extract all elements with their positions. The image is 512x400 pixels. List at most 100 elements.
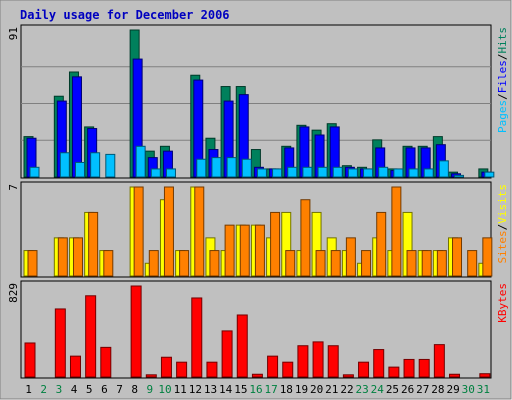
bar-pages-day-20 (317, 166, 328, 178)
bar-kbytes-day-25 (388, 366, 400, 378)
bar-pages-day-22 (347, 168, 358, 178)
bar-pages-day-12 (196, 158, 207, 178)
x-tick-day-14: 14 (219, 383, 233, 396)
bar-sites-day-28 (436, 250, 447, 277)
x-tick-day-8: 8 (131, 383, 138, 396)
x-tick-day-31: 31 (477, 383, 490, 396)
y-max-label: 829 (7, 283, 20, 303)
bar-pages-day-25 (393, 168, 404, 178)
bar-sites-day-10 (163, 186, 174, 277)
bar-kbytes-day-20 (312, 341, 324, 378)
bar-sites-day-24 (376, 211, 387, 277)
bar-kbytes-day-18 (282, 361, 294, 378)
bar-sites-day-14 (224, 224, 235, 277)
bar-pages-day-18 (287, 166, 298, 178)
legend-entry: KBytes (496, 283, 509, 323)
x-tick-day-27: 27 (416, 383, 429, 396)
bar-pages-day-4 (74, 161, 85, 178)
x-axis-day-labels: 1 2 3 4 5 6 7 8 9 10 11 12 13 14 15 16 17 18 19 20 21 22 23 24 2… (25, 383, 490, 396)
x-tick-day-4: 4 (71, 383, 78, 396)
bar-sites-day-16 (254, 224, 265, 277)
bar-pages-day-14 (226, 157, 237, 178)
x-tick-day-16: 16 (249, 383, 262, 396)
legend: Pages/Files/Hits (496, 27, 509, 133)
bar-kbytes-day-27 (418, 358, 430, 378)
bar-sites-day-3 (57, 237, 68, 277)
bar-kbytes-day-21 (327, 345, 339, 378)
x-tick-day-7: 7 (116, 383, 123, 396)
bar-pages-day-23 (363, 168, 374, 178)
bar-pages-day-26 (408, 168, 419, 178)
y-max-label: 7 (7, 184, 20, 191)
x-tick-day-25: 25 (386, 383, 399, 396)
legend-entry: Sites (496, 230, 509, 263)
bar-sites-day-23 (361, 250, 372, 277)
bar-sites-day-4 (72, 237, 83, 277)
legend-entry: / (496, 224, 509, 231)
bar-sites-day-18 (285, 250, 296, 277)
x-tick-day-11: 11 (174, 383, 187, 396)
bar-sites-day-27 (421, 250, 432, 277)
bar-kbytes-day-6 (100, 346, 112, 378)
bar-sites-day-12 (194, 186, 205, 277)
bar-kbytes-day-11 (176, 361, 188, 378)
bar-kbytes-day-23 (358, 361, 370, 378)
legend-entry: Visits (496, 184, 509, 224)
bar-pages-day-5 (90, 152, 101, 178)
bar-kbytes-day-8 (130, 285, 142, 378)
legend-entry: / (496, 93, 509, 100)
legend-entry: / (496, 54, 509, 61)
bar-pages-day-6 (105, 153, 116, 178)
bar-pages-day-17 (272, 168, 283, 178)
x-tick-day-9: 9 (147, 383, 154, 396)
bar-sites-day-29 (452, 237, 463, 277)
y-max-label: 91 (7, 27, 20, 40)
bar-kbytes-day-9 (145, 374, 157, 378)
x-tick-day-29: 29 (446, 383, 459, 396)
bar-pages-day-24 (378, 166, 389, 178)
legend: Sites/Visits (496, 184, 509, 264)
bar-sites-day-31 (482, 237, 493, 277)
bar-sites-day-30 (467, 250, 478, 277)
x-tick-day-28: 28 (431, 383, 444, 396)
x-tick-day-24: 24 (371, 383, 385, 396)
bar-pages-day-8 (135, 145, 146, 178)
bar-kbytes-day-12 (191, 297, 203, 378)
x-tick-day-30: 30 (462, 383, 475, 396)
bar-sites-day-9 (148, 250, 159, 277)
bar-pages-day-13 (211, 157, 222, 178)
x-tick-day-1: 1 (25, 383, 32, 396)
bar-kbytes-day-3 (54, 308, 66, 378)
x-tick-day-13: 13 (204, 383, 217, 396)
bar-kbytes-day-29 (449, 373, 461, 378)
bar-kbytes-day-24 (373, 349, 385, 378)
bar-sites-day-6 (103, 250, 114, 277)
bar-pages-day-19 (302, 166, 313, 178)
x-tick-day-2: 2 (40, 383, 47, 396)
x-tick-day-22: 22 (340, 383, 353, 396)
legend-entry: Hits (496, 27, 509, 54)
x-tick-day-10: 10 (158, 383, 171, 396)
legend-entry: Files (496, 60, 509, 93)
bar-pages-day-29 (454, 174, 465, 178)
bar-pages-day-16 (256, 168, 267, 178)
bar-sites-day-11 (179, 250, 190, 277)
bar-kbytes-day-19 (297, 345, 309, 378)
bar-kbytes-day-31 (479, 373, 491, 378)
bar-kbytes-day-14 (221, 330, 233, 378)
bar-kbytes-day-5 (85, 295, 97, 378)
x-tick-day-3: 3 (56, 383, 63, 396)
bar-pages-day-28 (438, 160, 449, 178)
bar-kbytes-day-26 (403, 358, 415, 378)
bar-sites-day-15 (239, 224, 250, 277)
bar-kbytes-day-15 (236, 314, 248, 378)
bar-sites-day-19 (300, 199, 311, 277)
x-tick-day-23: 23 (356, 383, 369, 396)
bar-pages-day-31 (484, 171, 495, 178)
legend-entry: Pages (496, 100, 509, 133)
bar-pages-day-1 (29, 166, 40, 178)
chart-title: Daily usage for December 2006 (20, 8, 230, 22)
